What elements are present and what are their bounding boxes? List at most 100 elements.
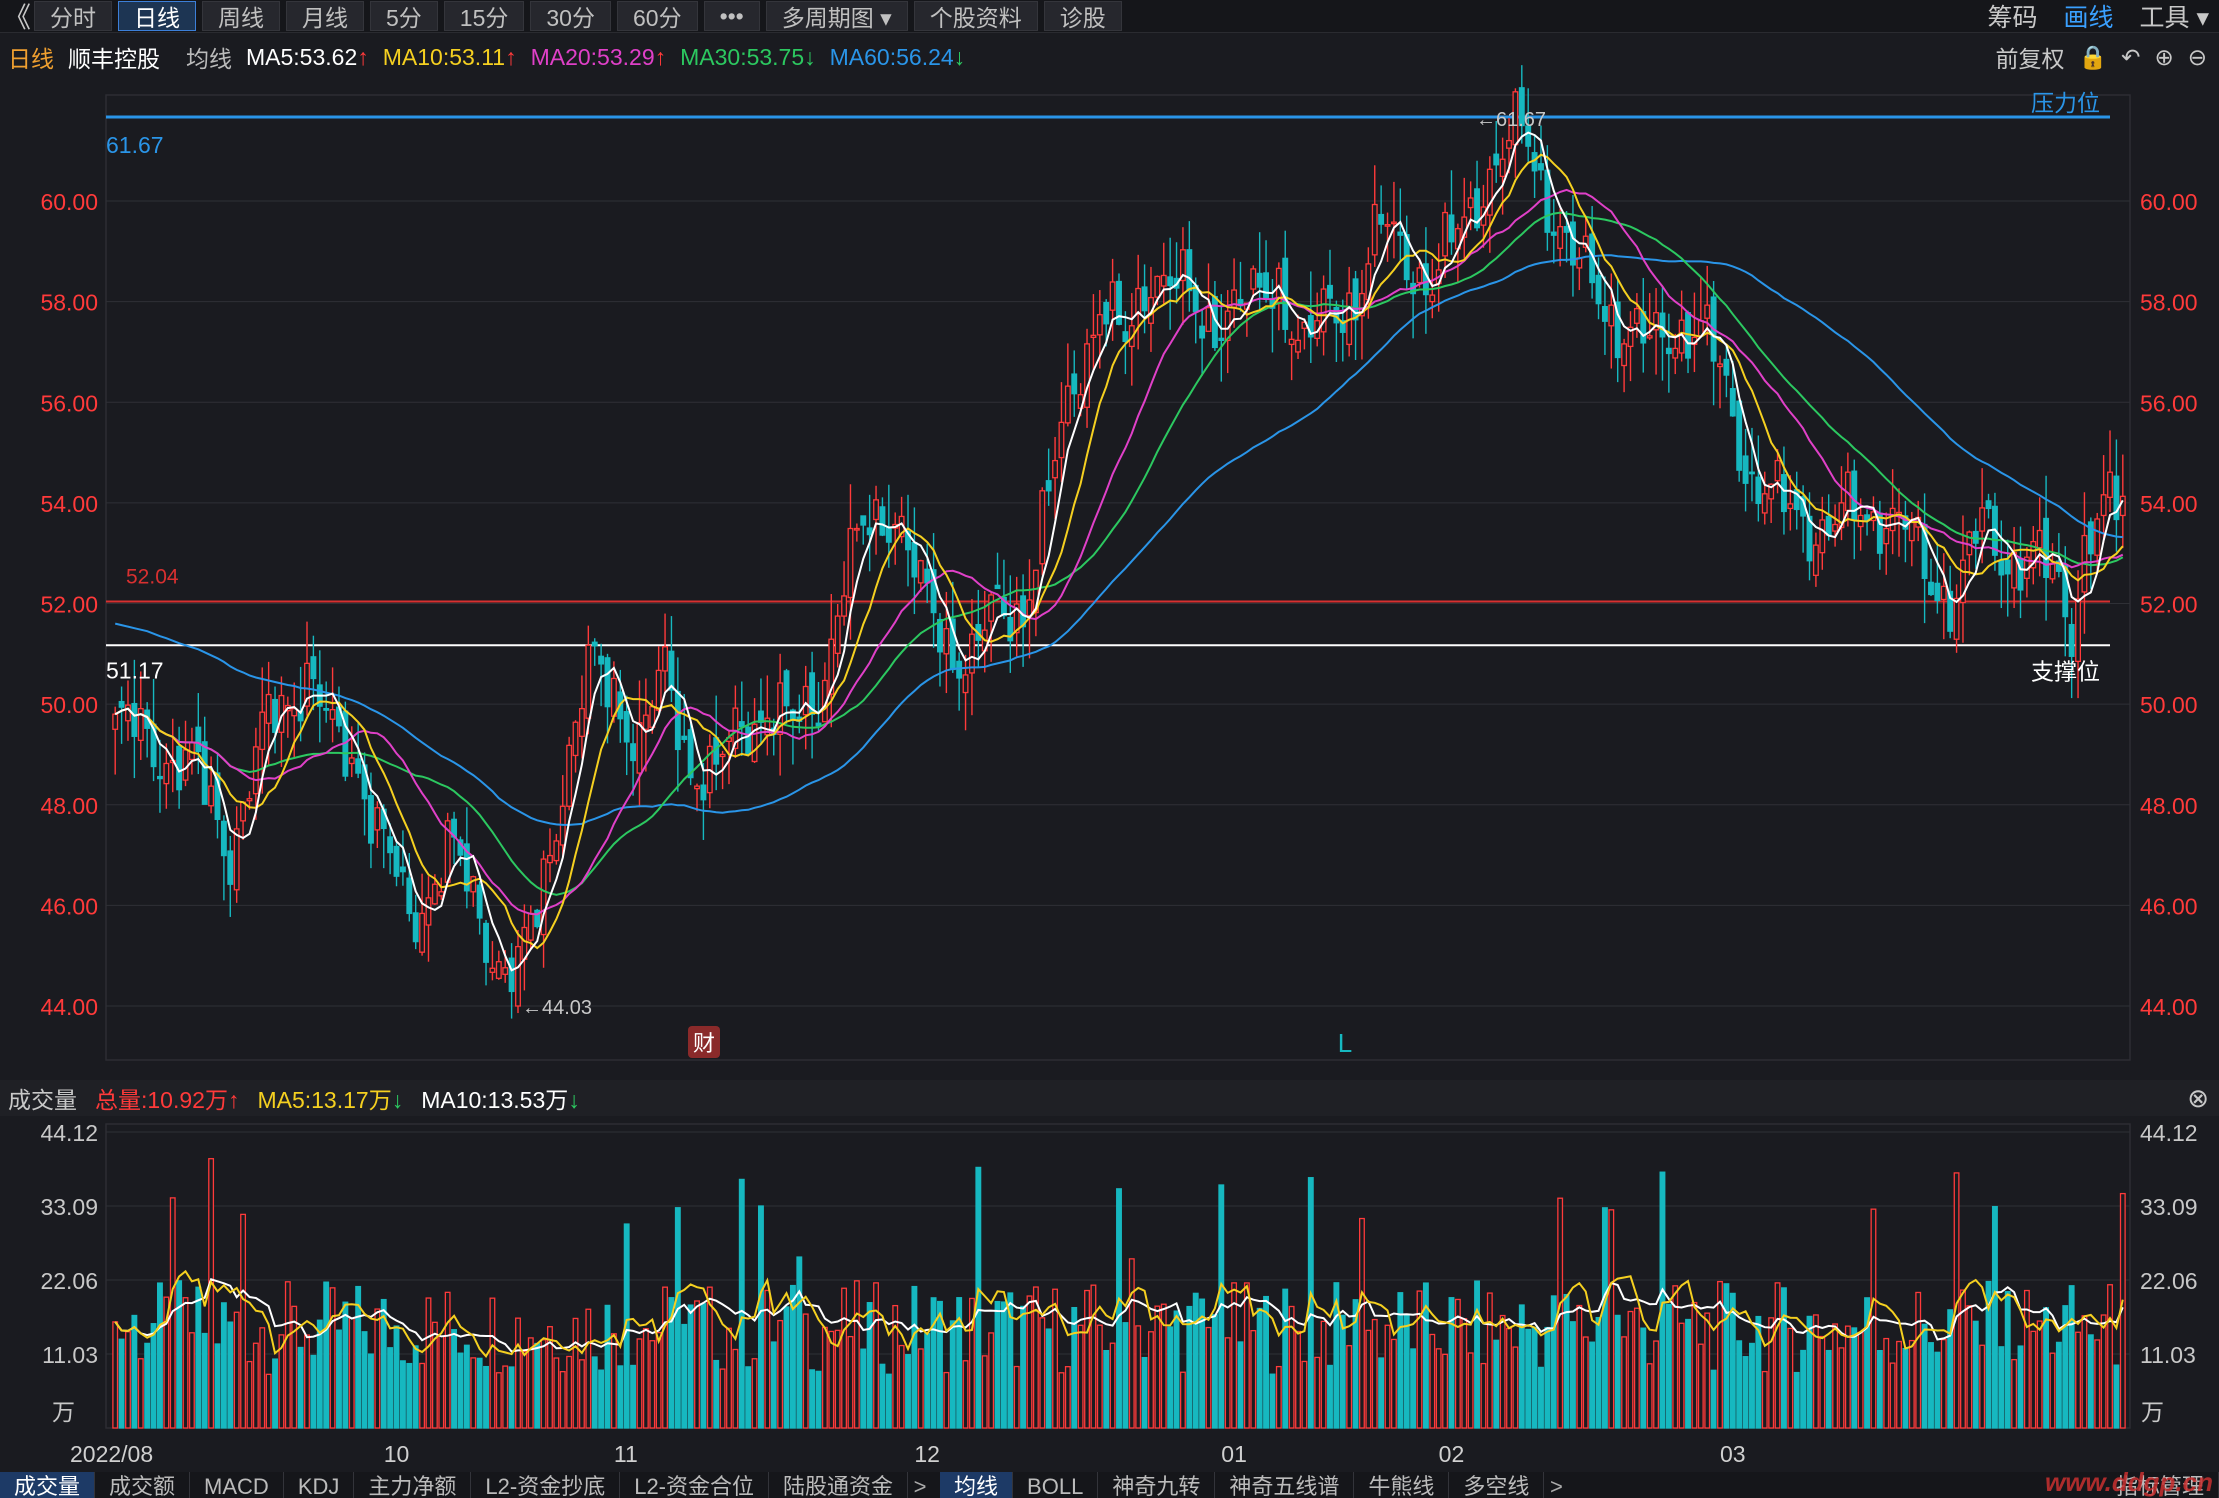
volume-total: 总量:10.92万↑ [95, 1087, 240, 1113]
volume-bar [419, 1362, 426, 1429]
volume-bar [738, 1178, 745, 1429]
tab-long-short[interactable]: 多空线 [1449, 1472, 1545, 1498]
candle-body [745, 726, 752, 756]
candle-body [1506, 139, 1512, 149]
volume-ma10-arrow-icon: ↓ [568, 1087, 580, 1113]
zoom-out-icon[interactable]: ⊖ [2187, 43, 2207, 70]
more-left-icon[interactable]: > [913, 1474, 927, 1498]
volume-bar [1569, 1321, 1576, 1429]
collapse-arrow-icon[interactable]: 《 [2, 2, 31, 33]
volume-bar [521, 1351, 528, 1429]
candle-body [1723, 358, 1730, 376]
candle-body [1851, 470, 1858, 521]
draw-line-button[interactable]: 画线 [2063, 4, 2114, 32]
candle-body [1563, 226, 1570, 233]
candle-body [310, 656, 317, 680]
candle-body [1736, 400, 1743, 471]
volume-bar [1467, 1352, 1474, 1429]
tab-kdj[interactable]: KDJ [284, 1472, 355, 1498]
volume-axis-label-left: 33.09 [40, 1194, 98, 1220]
tab-l2-bottom[interactable]: L2-资金抄底 [471, 1472, 621, 1498]
tab-5min[interactable]: 5分 [370, 1, 438, 31]
tab-monthly[interactable]: 月线 [286, 1, 364, 31]
tab-15min[interactable]: 15分 [443, 1, 525, 31]
more-right-icon[interactable]: > [1549, 1474, 1563, 1498]
candle-body [412, 912, 419, 943]
volume-bar [1608, 1209, 1615, 1429]
undo-icon[interactable]: ↶ [2121, 43, 2141, 70]
volume-bar [1940, 1338, 1947, 1429]
volume-bar [1934, 1351, 1941, 1429]
more-periods-button[interactable]: ••• [703, 1, 760, 31]
volume-bar [1288, 1305, 1295, 1429]
candle-body [1717, 363, 1723, 368]
candle-body [1390, 221, 1397, 225]
support-value-label: 51.17 [106, 657, 164, 683]
tab-turnover[interactable]: 成交额 [95, 1472, 191, 1498]
volume-bar [1902, 1347, 1909, 1429]
volume-axis-label-left: 22.06 [40, 1268, 98, 1294]
candle-body [1103, 301, 1110, 325]
volume-bar [118, 1338, 125, 1429]
tab-daily[interactable]: 日线 [118, 1, 196, 31]
candle-body [304, 662, 310, 707]
candle-body [809, 672, 816, 715]
volume-bar [796, 1256, 803, 1429]
tab-weekly[interactable]: 周线 [202, 1, 280, 31]
diagnose-button[interactable]: 诊股 [1043, 1, 1122, 31]
tab-l2-position[interactable]: L2-资金合位 [620, 1472, 770, 1498]
tab-main-net[interactable]: 主力净额 [354, 1472, 472, 1498]
candle-body [1467, 197, 1474, 209]
candle-body [1116, 280, 1122, 325]
tab-boll[interactable]: BOLL [1013, 1472, 1099, 1498]
volume-bar [1525, 1328, 1532, 1429]
candle-body [1544, 169, 1551, 233]
volume-bar [2107, 1284, 2113, 1429]
candle-body [758, 710, 764, 723]
candle-body [476, 884, 483, 919]
candle-body [1122, 331, 1129, 343]
tab-30min[interactable]: 30分 [530, 1, 611, 31]
zoom-in-icon[interactable]: ⊕ [2154, 43, 2174, 70]
lock-icon[interactable]: 🔒 [2078, 43, 2108, 70]
volume-bar [240, 1213, 247, 1429]
candle-body [668, 650, 675, 691]
multi-period-dropdown[interactable]: 多周期图 ▾ [765, 1, 908, 31]
candle-body [642, 714, 649, 730]
tab-macd[interactable]: MACD [190, 1472, 284, 1498]
volume-bar [1442, 1353, 1449, 1429]
candle-body [470, 876, 477, 893]
tab-nine-turn[interactable]: 神奇九转 [1098, 1472, 1216, 1498]
tab-five-line[interactable]: 神奇五线谱 [1215, 1472, 1355, 1498]
candle-body [489, 967, 496, 973]
tab-60min[interactable]: 60分 [616, 1, 698, 31]
volume-bar [578, 1359, 585, 1429]
stock-profile-button[interactable]: 个股资料 [913, 1, 1038, 31]
tab-bull-bear[interactable]: 牛熊线 [1354, 1472, 1450, 1498]
volume-bar [1333, 1282, 1340, 1429]
volume-bar [1058, 1372, 1065, 1429]
volume-bar [1749, 1342, 1755, 1429]
chips-button[interactable]: 筹码 [1987, 4, 2038, 32]
candle-body [1960, 559, 1966, 604]
volume-bar [2017, 1345, 2024, 1429]
tools-dropdown[interactable]: 工具 ▾ [2139, 4, 2210, 32]
volume-bar [112, 1321, 119, 1429]
candle-body [195, 726, 202, 753]
volume-bar [1064, 1366, 1071, 1429]
tab-northbound[interactable]: 陆股通资金 [769, 1472, 909, 1498]
ma-label[interactable]: 均线 [186, 46, 232, 72]
tab-volume[interactable]: 成交量 [0, 1472, 96, 1498]
volume-bar [2043, 1307, 2050, 1429]
adjust-mode-button[interactable]: 前复权 [1995, 46, 2065, 72]
candle-body [1199, 325, 1206, 339]
candle-body [585, 644, 592, 719]
candle-body [815, 722, 822, 727]
close-volume-icon[interactable]: ⊗ [2187, 1082, 2209, 1113]
tab-ma[interactable]: 均线 [940, 1472, 1014, 1498]
candle-body [1288, 338, 1295, 346]
volume-bar [2036, 1320, 2043, 1429]
tab-fenshi[interactable]: 分时 [34, 1, 112, 31]
volume-bar [770, 1341, 777, 1429]
